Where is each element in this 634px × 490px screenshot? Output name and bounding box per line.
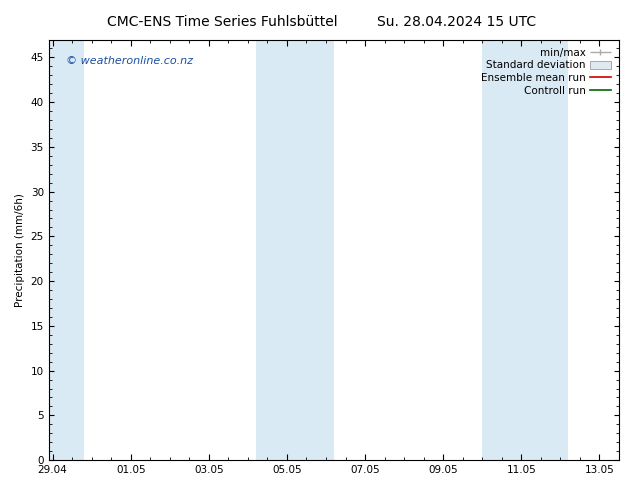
Text: © weatheronline.co.nz: © weatheronline.co.nz	[66, 56, 193, 66]
Text: CMC-ENS Time Series Fuhlsbüttel: CMC-ENS Time Series Fuhlsbüttel	[107, 15, 337, 29]
Legend: min/max, Standard deviation, Ensemble mean run, Controll run: min/max, Standard deviation, Ensemble me…	[478, 45, 614, 99]
Bar	[49, 40, 84, 460]
Bar	[256, 40, 334, 460]
Bar	[482, 40, 568, 460]
Y-axis label: Precipitation (mm/6h): Precipitation (mm/6h)	[15, 193, 25, 307]
Text: Su. 28.04.2024 15 UTC: Su. 28.04.2024 15 UTC	[377, 15, 536, 29]
